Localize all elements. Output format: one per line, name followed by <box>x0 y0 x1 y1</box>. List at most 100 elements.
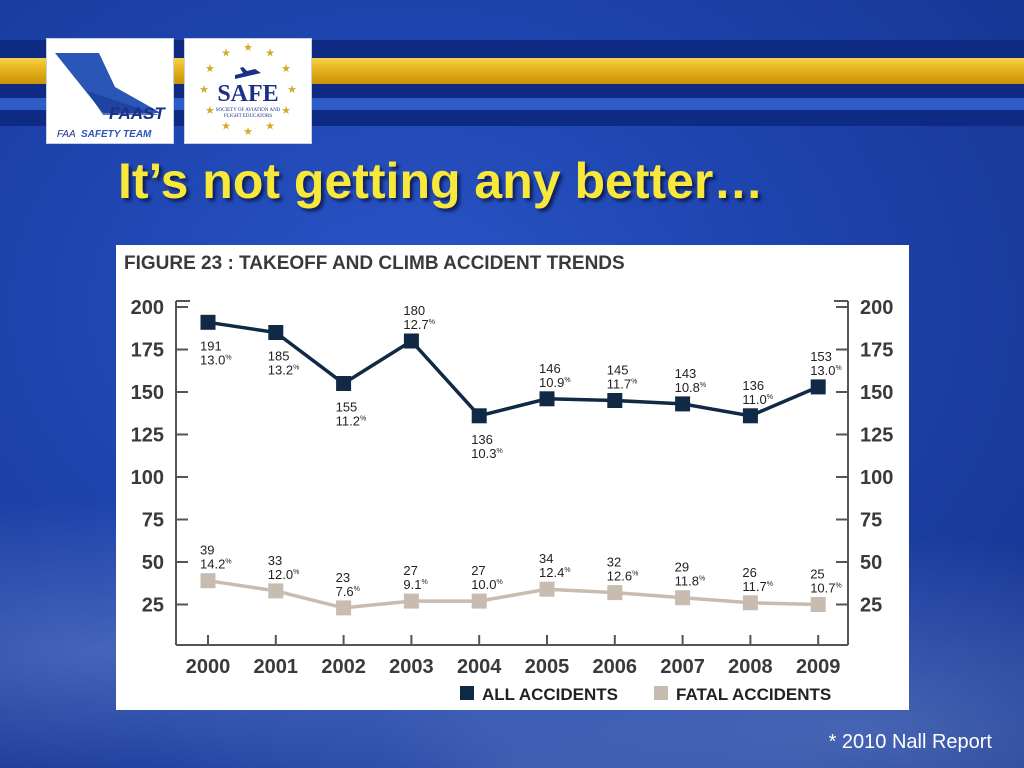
legend-all-accidents-swatch <box>460 686 474 700</box>
y-tick-label-left: 25 <box>142 595 164 617</box>
y-tick-label-left: 100 <box>131 467 164 489</box>
data-point-fatal <box>810 597 826 612</box>
data-percent-label: 13.0% <box>810 363 842 378</box>
y-tick-label-right: 125 <box>860 425 893 447</box>
data-value-label: 143 <box>675 366 697 381</box>
star-icon: ★ <box>265 120 275 132</box>
x-tick-label: 2009 <box>796 656 841 678</box>
data-point-all <box>742 408 758 424</box>
data-point-all <box>403 333 419 349</box>
faast-tail-icon: FAAST FAA SAFETY TEAM <box>55 53 166 140</box>
data-value-label: 146 <box>539 361 561 376</box>
y-tick-label-left: 50 <box>142 552 164 574</box>
data-point-all <box>539 391 555 407</box>
data-point-fatal <box>675 590 691 606</box>
y-tick-label-left: 150 <box>131 382 164 404</box>
data-point-all <box>336 376 352 391</box>
data-point-fatal <box>200 573 216 589</box>
data-point-fatal <box>471 593 487 609</box>
y-tick-label-left: 75 <box>142 510 164 532</box>
x-tick-label: 2007 <box>660 656 705 678</box>
data-point-fatal <box>336 600 352 616</box>
data-point-fatal <box>268 583 284 599</box>
y-tick-label-right: 25 <box>860 595 882 617</box>
data-point-all <box>607 393 623 408</box>
safe-logo: ★ ★ ★ ★ ★ ★ ★ ★ ★ ★ ★ ★ SAFE SOCIETY OF AVIATION AN… <box>184 38 312 144</box>
data-percent-label: 9.1% <box>403 577 427 592</box>
x-tick-label: 2003 <box>389 656 434 678</box>
data-percent-label: 10.7% <box>810 581 842 596</box>
series-line-fatal-accidents <box>207 578 819 610</box>
data-percent-label: 11.8% <box>675 574 706 589</box>
x-tick-label: 2008 <box>728 656 773 678</box>
y-tick-label-right: 100 <box>860 467 893 489</box>
faast-logo: FAAST FAA SAFETY TEAM <box>46 38 174 144</box>
data-percent-label: 11.7% <box>742 579 773 594</box>
faast-brand-text: FAAST <box>109 104 166 123</box>
data-value-label: 136 <box>742 378 764 393</box>
faast-caption: SAFETY TEAM <box>81 129 152 140</box>
accident-trends-chart: FIGURE 23 : TAKEOFF AND CLIMB ACCIDENT T… <box>124 253 893 704</box>
safe-caption-line2: FLIGHT EDUCATORS <box>224 114 273 119</box>
data-percent-label: 7.6% <box>336 584 360 599</box>
data-point-fatal <box>539 581 555 597</box>
data-point-fatal <box>742 595 758 611</box>
airplane-icon <box>235 67 261 79</box>
y-tick-label-right: 175 <box>860 340 893 362</box>
data-value-label: 34 <box>539 551 553 566</box>
data-value-label: 29 <box>675 560 689 575</box>
y-tick-label-right: 150 <box>860 382 893 404</box>
data-percent-label: 11.7% <box>607 377 638 392</box>
data-percent-label: 12.7% <box>403 317 435 332</box>
data-point-fatal <box>403 593 419 609</box>
y-tick-label-right: 75 <box>860 510 882 532</box>
legend-fatal-accidents-swatch <box>654 686 668 700</box>
data-percent-label: 12.6% <box>607 569 639 584</box>
y-tick-label-right: 200 <box>860 297 893 319</box>
data-value-label: 25 <box>810 567 824 582</box>
data-percent-label: 14.2% <box>200 557 232 572</box>
x-tick-label: 2005 <box>525 656 570 678</box>
data-percent-label: 10.0% <box>471 577 503 592</box>
x-tick-label: 2006 <box>593 656 638 678</box>
data-percent-label: 12.0% <box>268 567 300 582</box>
star-ring-icon: ★ ★ ★ ★ ★ ★ ★ ★ ★ ★ ★ ★ <box>199 42 297 138</box>
data-value-label: 26 <box>742 565 756 580</box>
star-icon: ★ <box>265 48 275 60</box>
star-icon: ★ <box>281 105 291 117</box>
data-point-all <box>675 396 691 412</box>
y-tick-label-left: 175 <box>131 340 164 362</box>
legend-all-accidents-label: ALL ACCIDENTS <box>482 685 618 704</box>
star-icon: ★ <box>221 48 231 60</box>
data-value-label: 27 <box>471 563 485 578</box>
data-value-label: 180 <box>403 303 425 318</box>
data-point-all <box>471 408 487 424</box>
data-value-label: 136 <box>471 432 493 447</box>
legend-fatal-accidents-label: FATAL ACCIDENTS <box>676 685 831 704</box>
data-percent-label: 13.2% <box>268 363 300 378</box>
star-icon: ★ <box>205 63 215 75</box>
data-percent-label: 10.9% <box>539 375 571 390</box>
data-point-fatal <box>607 585 623 601</box>
safe-caption-line1: SOCIETY OF AVIATION AND <box>216 108 281 113</box>
data-value-label: 27 <box>403 563 417 578</box>
data-percent-label: 13.0% <box>200 352 232 367</box>
chart-panel: FIGURE 23 : TAKEOFF AND CLIMB ACCIDENT T… <box>116 245 909 710</box>
x-tick-label: 2001 <box>254 656 298 678</box>
star-icon: ★ <box>205 105 215 117</box>
data-value-label: 185 <box>268 349 290 364</box>
data-value-label: 145 <box>607 363 629 378</box>
data-value-label: 155 <box>336 400 358 415</box>
star-icon: ★ <box>221 120 231 132</box>
data-percent-label: 10.8% <box>675 380 707 395</box>
data-percent-label: 10.3% <box>471 446 503 461</box>
data-point-all <box>200 314 216 330</box>
star-icon: ★ <box>199 84 209 96</box>
star-icon: ★ <box>243 126 253 138</box>
data-value-label: 33 <box>268 553 282 568</box>
star-icon: ★ <box>243 42 253 54</box>
y-tick-label-left: 200 <box>131 297 164 319</box>
y-tick-label-right: 50 <box>860 552 882 574</box>
x-tick-label: 2000 <box>186 656 231 678</box>
data-point-all <box>810 379 826 395</box>
